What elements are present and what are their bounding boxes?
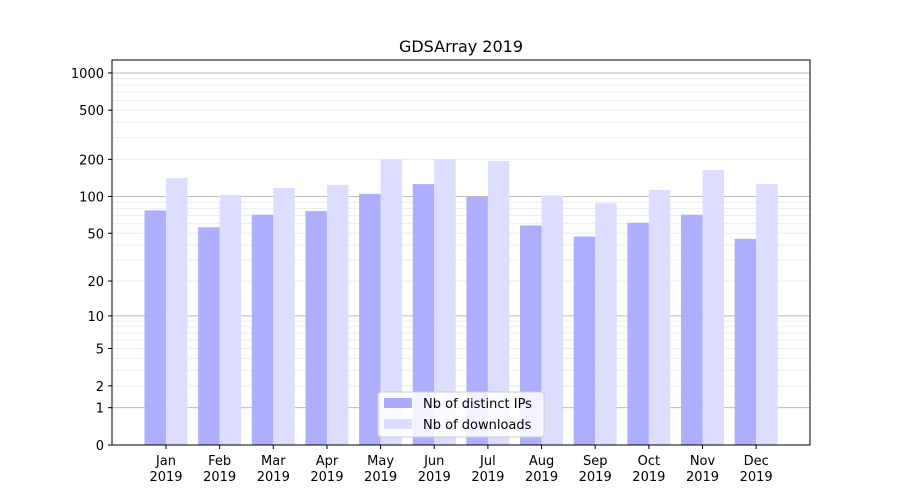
y-tick-label: 50 (87, 227, 104, 242)
plot-frame (111, 59, 811, 446)
x-tick-label: Jun 2019 (418, 454, 451, 485)
chart-title: GDSArray 2019 (399, 37, 523, 56)
bar-downloads (273, 188, 295, 446)
bar-ips (198, 227, 220, 445)
y-tick-label: 200 (79, 153, 104, 168)
y-tick-label: 10 (87, 310, 104, 325)
y-tick-label: 100 (79, 190, 104, 205)
legend (377, 391, 545, 438)
bar-downloads (756, 184, 778, 445)
x-tick-label: Oct 2019 (632, 454, 665, 485)
legend-swatch (384, 419, 412, 429)
x-tick-label: Feb 2019 (203, 454, 236, 485)
y-tick-label: 2 (96, 380, 104, 395)
x-tick-label: Jul 2019 (471, 454, 504, 485)
x-tick-label: Aug 2019 (525, 454, 558, 485)
legend-swatch (384, 398, 412, 408)
bar-ips (412, 184, 435, 445)
bar-downloads (541, 195, 564, 445)
bar-downloads (434, 159, 456, 446)
y-tick-label: 500 (79, 104, 104, 119)
legend-label: Nb of distinct IPs (423, 397, 532, 412)
bar-ips (573, 236, 596, 445)
x-tick-label: Dec 2019 (740, 454, 773, 485)
bar-downloads (326, 184, 349, 445)
bar-ips (520, 225, 542, 445)
bar-ips (305, 211, 327, 445)
y-tick-label: 1000 (71, 67, 104, 82)
legend-label: Nb of downloads (423, 418, 532, 433)
bar-ips (251, 214, 274, 445)
bar-downloads (166, 178, 188, 445)
bar-downloads (595, 203, 617, 445)
x-tick-label: Mar 2019 (257, 454, 290, 485)
bar-ips (359, 193, 381, 445)
x-tick-label: Jan 2019 (149, 454, 182, 485)
bar-downloads (487, 161, 510, 445)
bar-ips (734, 238, 757, 445)
x-tick-label: Sep 2019 (579, 454, 612, 485)
y-tick-label: 20 (87, 275, 104, 290)
x-tick-label: May 2019 (364, 454, 397, 485)
y-tick-label: 0 (96, 439, 104, 454)
bar-downloads (219, 194, 242, 445)
bar-ips (466, 197, 488, 445)
bar-downloads (648, 189, 671, 445)
y-tick-label: 1 (96, 402, 104, 417)
bar-ips (627, 222, 649, 445)
bar-ips (681, 214, 703, 445)
bar-downloads (380, 159, 403, 446)
x-tick-label: Nov 2019 (686, 454, 719, 485)
bar-ips (144, 210, 166, 445)
y-tick-label: 5 (96, 343, 104, 358)
x-tick-label: Apr 2019 (310, 454, 343, 485)
bar-downloads (702, 170, 724, 446)
